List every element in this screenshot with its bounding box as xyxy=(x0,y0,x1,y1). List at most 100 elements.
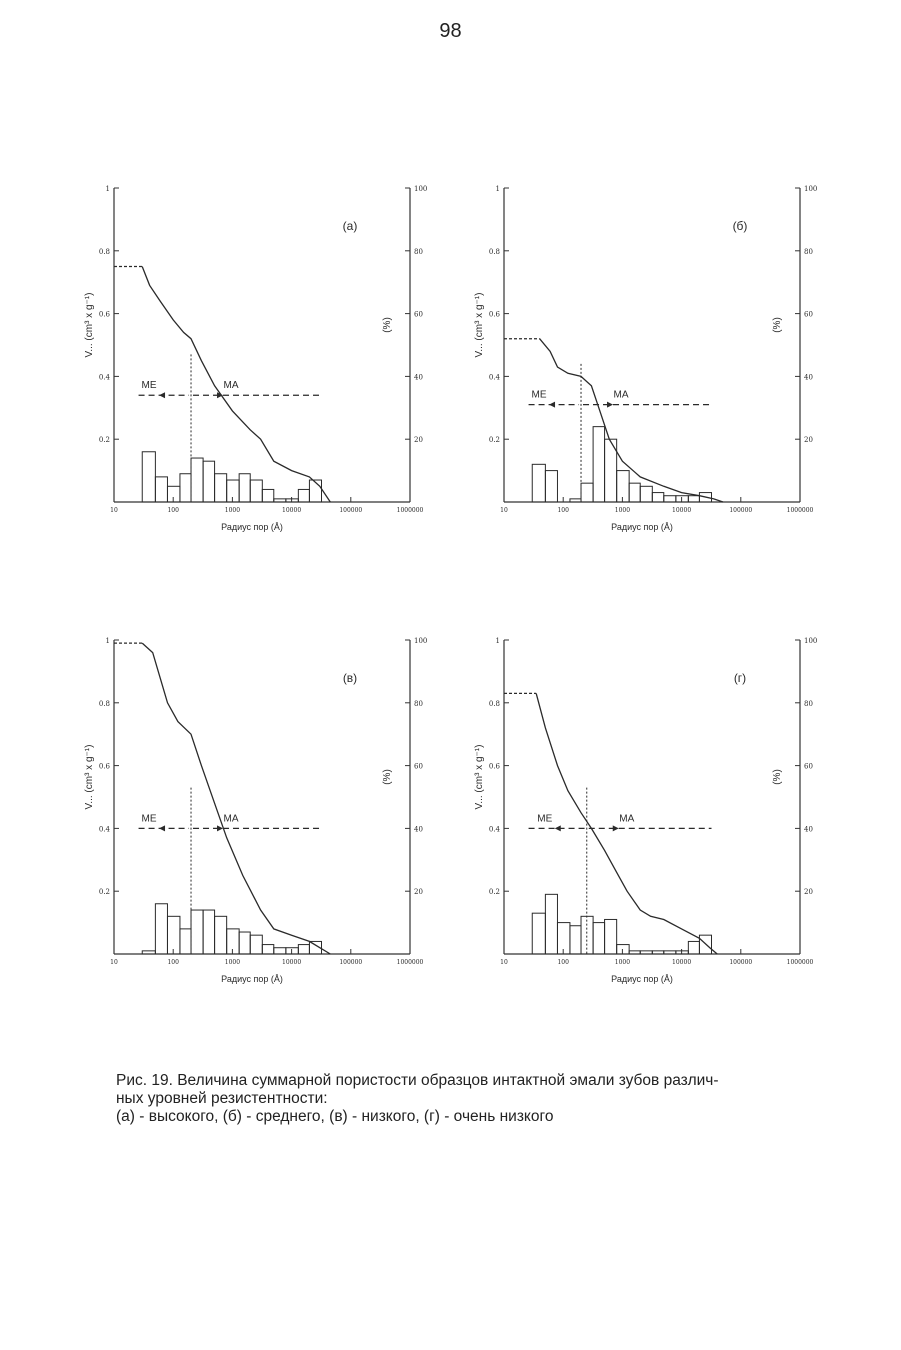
cumulative-volume-curve xyxy=(141,642,331,955)
y-tick-label-right: 60 xyxy=(414,311,423,319)
histogram-bar xyxy=(616,470,630,503)
y-tick-label-right: 60 xyxy=(804,311,813,319)
x-tick-label: 1000 xyxy=(225,959,240,966)
chart-panel-d: 0.2 0.4 0.6 0.8 1 20 40 60 80 100 10 100 1000 10000 10… xyxy=(470,622,830,1002)
y-tick-label-right: 80 xyxy=(414,248,423,256)
caption-line-3: (а) - высокого, (б) - среднего, (в) - ни… xyxy=(116,1108,554,1125)
histogram-bar xyxy=(226,479,240,503)
chart-panel-b: 0.2 0.4 0.6 0.8 1 20 40 60 80 100 10 100 1000 10000 10… xyxy=(470,170,830,550)
histogram-bar xyxy=(261,944,275,955)
cumulative-volume-curve xyxy=(539,338,724,503)
histogram-bar xyxy=(687,940,700,955)
y-tick-label-right: 20 xyxy=(414,436,423,444)
histogram-bar xyxy=(592,922,606,955)
y-tick-label-left: 0.2 xyxy=(99,888,110,896)
y-tick-label-right: 40 xyxy=(414,373,423,381)
histogram-bar xyxy=(580,482,594,503)
y-tick-label-right: 100 xyxy=(414,185,427,193)
x-tick-label: 1000000 xyxy=(787,959,814,966)
chart-svg-d: 0.2 0.4 0.6 0.8 1 20 40 60 80 100 10 100 1000 10000 10… xyxy=(474,637,817,984)
x-tick-label: 1000 xyxy=(225,507,240,514)
y-tick-label-left: 1 xyxy=(106,185,110,193)
y-tick-label-right: 100 xyxy=(804,637,817,645)
histogram-bar xyxy=(249,479,263,503)
y-tick-label-left: 1 xyxy=(106,637,110,645)
y-axis-label-left: V... (cm³ x g⁻¹) xyxy=(474,293,485,358)
histogram-bar xyxy=(249,934,263,955)
x-tick-label: 1000000 xyxy=(397,959,424,966)
panel-label: (в) xyxy=(343,671,357,685)
histogram-bar xyxy=(531,463,546,503)
histogram-bar xyxy=(166,915,181,955)
histogram-bar xyxy=(154,903,168,955)
x-tick-label: 10000 xyxy=(282,959,301,966)
histogram-bar xyxy=(226,928,240,955)
me-label: ME xyxy=(142,813,157,824)
panel-label: (г) xyxy=(734,671,746,685)
histogram-bar xyxy=(569,498,582,503)
histogram-bar xyxy=(651,492,665,503)
x-tick-label: 10000 xyxy=(672,959,691,966)
x-tick-label: 10000 xyxy=(672,507,691,514)
me-label: ME xyxy=(142,380,157,391)
page-number: 98 xyxy=(439,20,462,42)
histogram-bar xyxy=(544,893,558,955)
y-tick-label-right: 80 xyxy=(804,248,813,256)
x-tick-label: 10 xyxy=(500,507,508,514)
y-tick-label-right: 60 xyxy=(414,763,423,771)
y-axis-label-right: (%) xyxy=(772,317,783,333)
histogram-bar xyxy=(663,950,677,955)
histogram-bar xyxy=(639,950,653,955)
histogram-bar xyxy=(556,922,571,955)
y-tick-label-left: 0.2 xyxy=(489,888,500,896)
x-tick-label: 1000000 xyxy=(397,507,424,514)
ma-label: MA xyxy=(614,390,629,401)
y-tick-label-left: 0.8 xyxy=(99,248,110,256)
histogram-bar xyxy=(214,915,228,955)
y-tick-label-right: 80 xyxy=(414,700,423,708)
me-arrow-head xyxy=(159,392,166,399)
histogram-bar xyxy=(285,947,299,955)
histogram-bar xyxy=(604,918,618,955)
histogram-bar xyxy=(179,473,192,503)
y-tick-label-right: 20 xyxy=(804,888,813,896)
y-axis-label-right: (%) xyxy=(772,769,783,785)
histogram-bar xyxy=(285,498,299,503)
y-tick-label-left: 0.6 xyxy=(489,311,501,319)
x-axis-label: Радиус пор (Å) xyxy=(221,522,283,532)
histogram-bar xyxy=(179,928,192,955)
y-tick-label-left: 0.8 xyxy=(99,700,110,708)
x-tick-label: 10 xyxy=(110,507,118,514)
ma-arrow-head xyxy=(217,825,224,832)
me-arrow-head xyxy=(159,825,166,832)
y-tick-label-left: 0.6 xyxy=(99,311,111,319)
x-tick-label: 1000 xyxy=(615,959,630,966)
x-axis-label: Радиус пор (Å) xyxy=(221,974,283,984)
panel-label: (б) xyxy=(733,219,748,233)
histogram-bar xyxy=(202,909,216,955)
histogram-bar xyxy=(698,492,713,503)
y-tick-label-left: 0.4 xyxy=(99,825,111,833)
panel-label: (а) xyxy=(343,219,358,233)
histogram-bar xyxy=(544,470,558,503)
y-axis-label-right: (%) xyxy=(382,769,393,785)
histogram-bar xyxy=(273,498,287,503)
y-axis-label-left: V... (cm³ x g⁻¹) xyxy=(84,745,95,810)
x-tick-label: 10000 xyxy=(282,507,301,514)
y-tick-label-left: 1 xyxy=(496,637,500,645)
y-tick-label-right: 40 xyxy=(414,825,423,833)
y-tick-label-right: 60 xyxy=(804,763,813,771)
ma-arrow-head xyxy=(612,825,619,832)
x-tick-label: 100 xyxy=(167,507,179,514)
x-axis-label: Радиус пор (Å) xyxy=(611,522,673,532)
x-tick-label: 1000 xyxy=(615,507,630,514)
histogram-bar xyxy=(273,947,287,955)
histogram-bar xyxy=(698,934,713,955)
histogram-bar xyxy=(261,488,275,503)
ma-label: MA xyxy=(224,380,239,391)
histogram-bar xyxy=(569,925,582,955)
chart-svg-c: 0.2 0.4 0.6 0.8 1 20 40 60 80 100 10 100 1000 10000 10… xyxy=(84,637,427,984)
histogram-bar xyxy=(675,495,689,503)
y-tick-label-right: 20 xyxy=(414,888,423,896)
ma-label: MA xyxy=(224,813,239,824)
